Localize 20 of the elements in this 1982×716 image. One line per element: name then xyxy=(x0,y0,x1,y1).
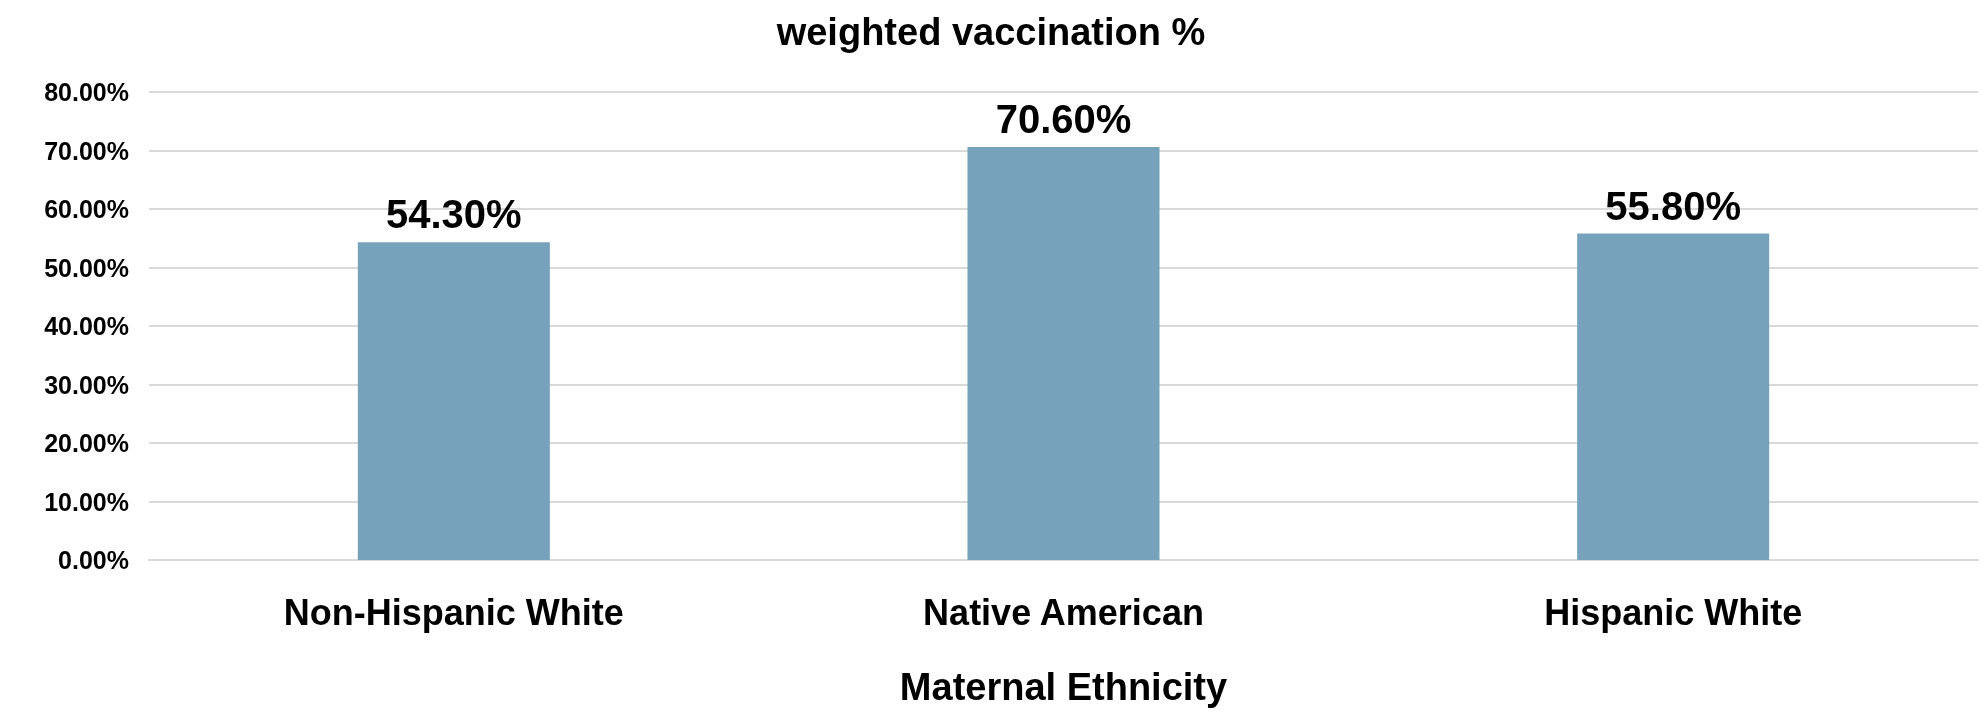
data-label: 55.80% xyxy=(1605,183,1741,228)
x-tick-label: Native American xyxy=(923,591,1204,633)
y-tick-label: 80.00% xyxy=(44,78,129,106)
data-label: 54.30% xyxy=(386,192,522,237)
y-tick-label: 60.00% xyxy=(44,195,129,223)
data-label: 70.60% xyxy=(995,96,1132,141)
y-tick-label: 50.00% xyxy=(44,253,129,282)
y-tick-label: 0.00% xyxy=(58,546,129,574)
bar xyxy=(357,242,550,560)
chart-title: weighted vaccination % xyxy=(775,11,1206,53)
y-tick-label: 70.00% xyxy=(44,136,129,165)
y-tick-label: 40.00% xyxy=(44,312,129,340)
bar xyxy=(1577,233,1770,560)
x-axis-title: Maternal Ethnicity xyxy=(899,666,1228,708)
x-tick-label: Non-Hispanic White xyxy=(283,591,624,633)
y-tick-label: 30.00% xyxy=(44,370,129,399)
y-tick-label: 20.00% xyxy=(44,429,129,457)
bar xyxy=(967,146,1160,560)
x-tick-label: Hispanic White xyxy=(1544,591,1803,633)
y-tick-label: 10.00% xyxy=(44,487,129,516)
